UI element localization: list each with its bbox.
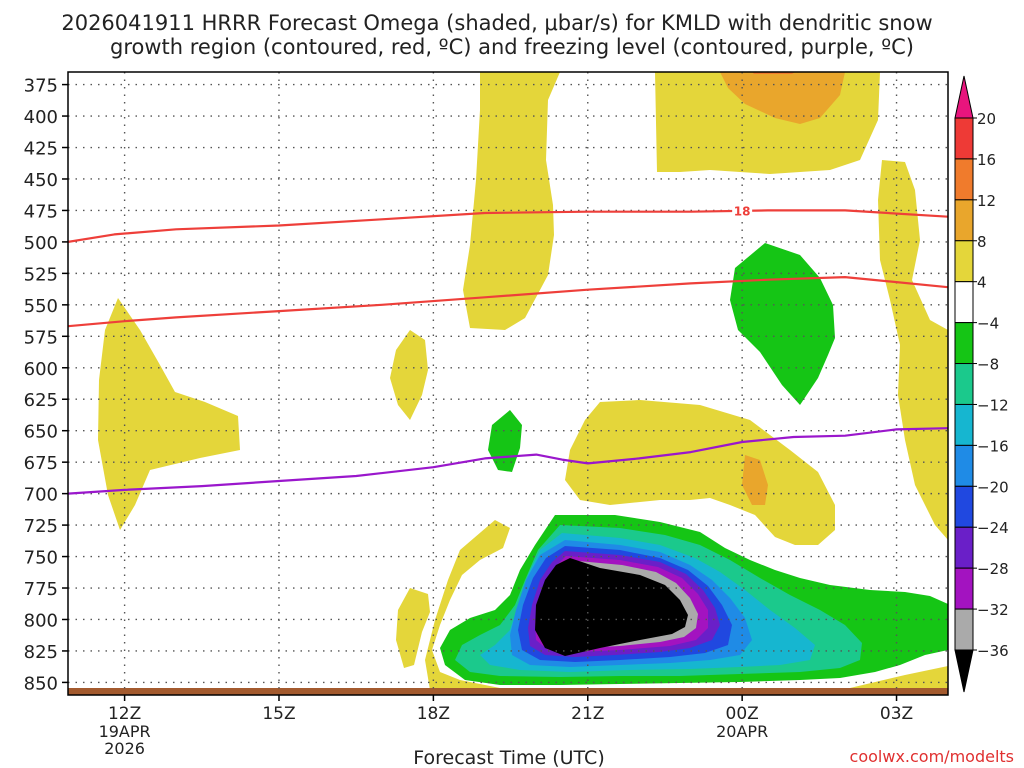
colorbar-label: −28 [977, 560, 1009, 578]
colorbar-segment [954, 363, 974, 405]
colorbar-segment [954, 199, 974, 242]
colorbar-bottom-arrow [954, 649, 974, 693]
colorbar: 20 16 12 8 4 −4 −8 −12 −16 −20 −24 −28 −32 −36 [954, 75, 1009, 693]
x-date-label: 20APR [716, 722, 768, 741]
chart-title-line1: 2026041911 HRRR Forecast Omega (shaded, … [61, 11, 932, 35]
colorbar-segment [954, 567, 974, 610]
y-tick-label: 375 [24, 76, 58, 97]
x-tick-label: 21Z [571, 704, 604, 724]
y-tick-label: 650 [24, 422, 58, 443]
colorbar-label: −16 [977, 437, 1009, 455]
colorbar-label: 12 [977, 192, 996, 210]
y-axis: 375 400 425 450 475 500 525 550 575 600 625 650 675 7… [24, 76, 68, 694]
y-tick-label: 400 [24, 107, 58, 128]
contour-label: 18 [734, 204, 751, 218]
contours: 18 [68, 202, 948, 495]
omega-sink-core [535, 558, 688, 656]
omega-rise-18z-low [396, 588, 430, 668]
y-tick-label: 450 [24, 170, 58, 191]
omega-shading [68, 72, 948, 695]
y-tick-label: 750 [24, 548, 58, 569]
omega-rise-low [425, 520, 948, 690]
colorbar-segment [954, 240, 974, 283]
colorbar-label: 20 [977, 110, 996, 128]
colorbar-label: −8 [977, 356, 999, 374]
omega-rise-upper [463, 72, 560, 330]
omega-rise-orange-mid [742, 455, 768, 505]
y-tick-label: 675 [24, 453, 58, 474]
y-tick-label: 775 [24, 579, 58, 600]
colorbar-segment [954, 485, 974, 528]
x-tick-label: 12Z [108, 704, 141, 724]
x-axis-label: Forecast Time (UTC) [413, 747, 604, 768]
y-tick-label: 500 [24, 233, 58, 254]
omega-sink-small [488, 410, 522, 472]
colorbar-segment [954, 608, 974, 651]
colorbar-label: 16 [977, 151, 996, 169]
x-tick-label: 15Z [262, 704, 295, 724]
colorbar-segment [954, 322, 974, 365]
x-tick-label: 03Z [880, 704, 913, 724]
y-tick-label: 425 [24, 139, 58, 160]
ground-strip [68, 688, 948, 695]
colorbar-segment [954, 158, 974, 201]
colorbar-segment [954, 281, 974, 324]
chart-title-line2: growth region (contoured, red, ºC) and f… [110, 35, 914, 59]
y-tick-label: 850 [24, 673, 58, 694]
y-tick-label: 525 [24, 264, 58, 285]
colorbar-segment [954, 444, 974, 487]
credit-text: coolwx.com/modelts [850, 747, 1014, 766]
colorbar-label: 4 [977, 274, 987, 292]
colorbar-label: −32 [977, 601, 1009, 619]
contour-label-bg [732, 202, 753, 217]
x-year-label: 2026 [104, 739, 145, 758]
plot-frame [67, 71, 949, 696]
x-tick-label: 18Z [417, 704, 450, 724]
omega-rise-right-edge [878, 160, 948, 540]
colorbar-segment [954, 403, 974, 446]
x-tick-label: 00Z [726, 704, 759, 724]
omega-sink-right [730, 243, 835, 405]
contour-line-0 [68, 209, 948, 243]
colorbar-label: 8 [977, 233, 987, 251]
y-tick-label: 800 [24, 610, 58, 631]
x-date-label: 19APR [99, 722, 151, 741]
colorbar-label: −24 [977, 519, 1009, 537]
y-tick-label: 825 [24, 642, 58, 663]
y-tick-label: 600 [24, 359, 58, 380]
omega-rise-mid [565, 400, 835, 545]
colorbar-label: −20 [977, 478, 1009, 496]
y-tick-label: 625 [24, 390, 58, 411]
omega-rise-18z [390, 330, 428, 420]
y-tick-label: 700 [24, 485, 58, 506]
contour-line-1 [68, 276, 948, 328]
colorbar-label: −36 [977, 642, 1009, 660]
y-tick-label: 550 [24, 296, 58, 317]
colorbar-segment [954, 117, 974, 160]
contour-line-2 [68, 427, 948, 495]
y-tick-label: 725 [24, 516, 58, 537]
colorbar-label: −4 [977, 315, 999, 333]
colorbar-top-arrow [954, 75, 974, 119]
y-tick-label: 575 [24, 327, 58, 348]
omega-rise-left [98, 298, 240, 530]
y-tick-label: 475 [24, 201, 58, 222]
colorbar-label: −12 [977, 396, 1009, 414]
colorbar-segment [954, 526, 974, 569]
